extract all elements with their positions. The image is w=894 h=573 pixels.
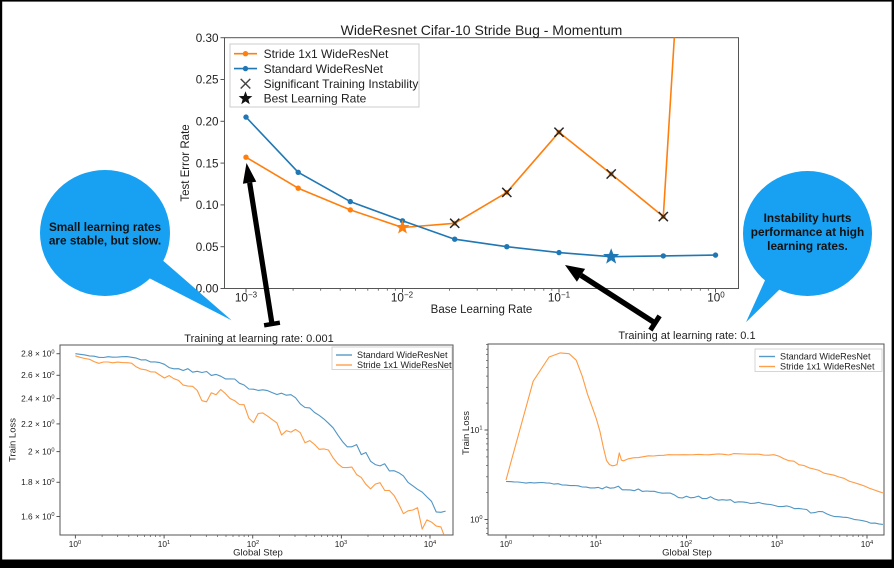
svg-text:Small learning rates: Small learning rates xyxy=(49,220,162,234)
svg-text:101: 101 xyxy=(158,539,170,549)
svg-text:0.10: 0.10 xyxy=(196,199,219,212)
svg-text:learning rates.: learning rates. xyxy=(767,239,848,253)
svg-text:performance at high: performance at high xyxy=(751,225,864,239)
svg-text:0.30: 0.30 xyxy=(196,32,219,45)
svg-text:Global Step: Global Step xyxy=(233,548,283,559)
svg-text:Stride 1x1 WideResNet: Stride 1x1 WideResNet xyxy=(780,362,875,372)
svg-text:Significant Training Instabili: Significant Training Instability xyxy=(264,77,419,91)
svg-text:103: 103 xyxy=(335,539,347,549)
svg-text:2 × 100: 2 × 100 xyxy=(28,447,54,457)
svg-text:0.15: 0.15 xyxy=(196,157,219,170)
svg-text:100: 100 xyxy=(69,539,81,549)
svg-text:Train Loss: Train Loss xyxy=(8,418,19,462)
svg-text:Test Error Rate: Test Error Rate xyxy=(180,124,192,201)
svg-text:2.8 × 100: 2.8 × 100 xyxy=(21,349,54,359)
svg-text:104: 104 xyxy=(424,539,436,549)
svg-text:103: 103 xyxy=(771,539,783,549)
svg-text:Standard WideResNet: Standard WideResNet xyxy=(264,62,384,76)
svg-text:Best Learning Rate: Best Learning Rate xyxy=(264,92,367,106)
svg-text:2.6 × 100: 2.6 × 100 xyxy=(21,370,54,380)
svg-text:Training at learning rate: 0.1: Training at learning rate: 0.1 xyxy=(618,330,755,342)
svg-text:Base Learning Rate: Base Learning Rate xyxy=(431,304,533,316)
svg-text:102: 102 xyxy=(247,539,259,549)
svg-text:2.4 × 100: 2.4 × 100 xyxy=(21,393,54,403)
svg-text:1.8 × 100: 1.8 × 100 xyxy=(21,477,54,487)
svg-text:2.2 × 100: 2.2 × 100 xyxy=(21,419,54,429)
svg-text:Stride 1x1 WideResNet: Stride 1x1 WideResNet xyxy=(357,360,452,370)
svg-text:100: 100 xyxy=(470,514,482,524)
svg-text:Global Step: Global Step xyxy=(662,548,712,559)
svg-text:0.00: 0.00 xyxy=(196,283,219,296)
svg-text:1.6 × 100: 1.6 × 100 xyxy=(21,511,54,521)
svg-text:100: 100 xyxy=(500,539,512,549)
svg-text:Standard WideResNet: Standard WideResNet xyxy=(780,352,871,362)
svg-text:are stable, but slow.: are stable, but slow. xyxy=(49,234,161,248)
svg-text:Standard WideResNet: Standard WideResNet xyxy=(357,350,448,360)
svg-text:101: 101 xyxy=(590,539,602,549)
svg-text:0.05: 0.05 xyxy=(196,241,219,254)
svg-text:0.25: 0.25 xyxy=(196,74,219,87)
svg-text:Training at learning rate: 0.0: Training at learning rate: 0.001 xyxy=(184,333,333,345)
svg-text:101: 101 xyxy=(470,425,482,435)
svg-text:Train Loss: Train Loss xyxy=(461,411,472,455)
svg-text:WideResnet Cifar-10 Stride Bug: WideResnet Cifar-10 Stride Bug - Momentu… xyxy=(341,22,623,38)
svg-text:104: 104 xyxy=(861,539,873,549)
svg-text:0.20: 0.20 xyxy=(196,116,219,129)
svg-text:Instability hurts: Instability hurts xyxy=(764,211,852,225)
svg-text:Stride 1x1 WideResNet: Stride 1x1 WideResNet xyxy=(264,47,389,61)
svg-text:102: 102 xyxy=(680,539,692,549)
